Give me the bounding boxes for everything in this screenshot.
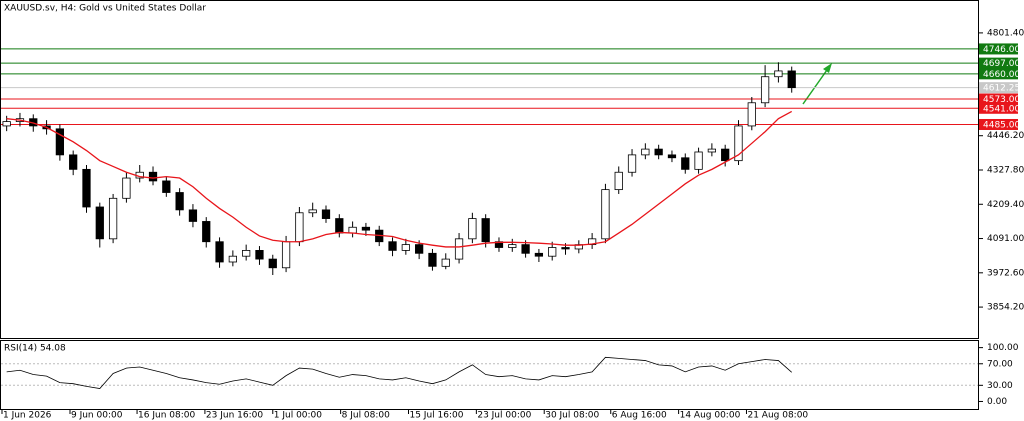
candle-body — [388, 241, 397, 251]
x-tick-label: 9 Jun 00:00 — [71, 411, 123, 421]
x-tick-label: 1 Jun 2026 — [3, 411, 52, 421]
candle-body — [321, 209, 331, 219]
candle-body — [162, 180, 171, 193]
candle-body — [481, 218, 490, 243]
x-tick-label: 6 Aug 16:00 — [612, 411, 667, 421]
candle-body — [69, 154, 78, 170]
candle-body — [82, 168, 91, 208]
level-label: 4485.00 — [983, 120, 1020, 130]
level-label: 4697.00 — [983, 59, 1020, 69]
y-tick-label: 4091.00 — [987, 234, 1024, 244]
candle-body — [348, 226, 357, 234]
level-label: 4573.00 — [983, 95, 1020, 105]
candle-body — [428, 252, 437, 267]
candle-body — [55, 128, 65, 156]
rsi-panel — [0, 340, 979, 410]
rsi-title: RSI(14) 54.08 — [4, 344, 66, 354]
candle-body — [268, 258, 277, 269]
x-tick-label: 16 Jun 08:00 — [138, 411, 195, 421]
candle-body — [335, 218, 344, 234]
y-tick-label: 4801.40 — [987, 28, 1024, 38]
y-tick-label: 4446.20 — [987, 131, 1024, 141]
candle-body — [667, 154, 677, 159]
candle-body — [561, 247, 570, 250]
level-tag — [979, 118, 1018, 130]
level-tag — [979, 102, 1018, 114]
y-tick-label: 4327.80 — [987, 165, 1024, 175]
candle-body — [202, 221, 211, 243]
level-label: 4660.00 — [983, 70, 1020, 80]
x-tick-label: 23 Jun 16:00 — [206, 411, 263, 421]
candle-body — [95, 206, 104, 240]
y-tick-label: 3854.20 — [987, 303, 1024, 313]
y-tick-label: 30.00 — [987, 381, 1013, 391]
y-tick-label: 3972.60 — [987, 268, 1024, 278]
x-tick-label: 30 Jul 08:00 — [545, 411, 599, 421]
candle-body — [468, 218, 477, 240]
y-tick-label: 0.00 — [987, 397, 1007, 407]
candle-body — [641, 148, 650, 156]
level-tag — [979, 57, 1018, 69]
candle-body — [2, 121, 11, 127]
candle-body — [721, 148, 730, 162]
x-tick-label: 15 Jul 16:00 — [409, 411, 463, 421]
candle-body — [415, 244, 424, 254]
x-tick-label: 14 Aug 00:00 — [680, 411, 741, 421]
level-tag — [979, 68, 1018, 80]
candle-body — [308, 209, 317, 214]
x-tick-label: 23 Jul 00:00 — [477, 411, 531, 421]
candle-body — [508, 244, 517, 248]
y-tick-label: 4209.40 — [987, 200, 1024, 210]
candle-body — [534, 252, 544, 257]
arrow — [802, 69, 828, 105]
candle-body — [774, 70, 783, 78]
candle-body — [521, 244, 530, 254]
arrow-head — [823, 63, 832, 73]
candle-body — [242, 250, 251, 257]
candle-body — [654, 148, 663, 156]
candle-body — [188, 209, 198, 222]
y-tick-label: 70.00 — [987, 359, 1013, 369]
candle-body — [215, 241, 224, 263]
moving-average — [6, 110, 793, 248]
level-tag — [979, 93, 1018, 105]
candle-body — [454, 238, 464, 260]
candle-body — [281, 241, 291, 269]
candle-body — [681, 157, 690, 170]
level-tag — [979, 43, 1018, 55]
candle-body — [787, 70, 796, 89]
rsi-line — [6, 356, 792, 389]
candle-body — [295, 212, 304, 243]
candle-body — [441, 258, 450, 267]
candle-body — [601, 189, 610, 240]
candle-body — [228, 255, 237, 263]
candle-body — [255, 250, 264, 260]
level-label: 4612.25 — [983, 84, 1020, 94]
candle-body — [548, 247, 557, 257]
candle-body — [747, 102, 756, 127]
candle-body — [627, 154, 637, 173]
candle-body — [614, 171, 623, 191]
level-tag — [979, 82, 1018, 94]
candle-body — [175, 192, 184, 211]
candle-body — [401, 244, 410, 251]
level-label: 4746.00 — [983, 45, 1020, 55]
candle-body — [734, 125, 743, 162]
candle-body — [148, 171, 158, 182]
candle-body — [760, 76, 770, 104]
chart-title: XAUUSD.sv, H4: Gold vs United States Dol… — [4, 4, 206, 14]
candle-body — [108, 197, 118, 240]
level-label: 4541.00 — [983, 104, 1020, 114]
x-tick-label: 21 Aug 08:00 — [747, 411, 808, 421]
x-tick-label: 8 Jul 08:00 — [342, 411, 391, 421]
candle-body — [361, 226, 371, 231]
y-tick-label: 100.00 — [987, 343, 1019, 353]
candle-body — [707, 148, 717, 153]
x-tick-label: 1 Jul 00:00 — [274, 411, 323, 421]
candle-body — [122, 177, 131, 199]
price-panel — [0, 0, 979, 339]
candle-body — [694, 151, 703, 170]
